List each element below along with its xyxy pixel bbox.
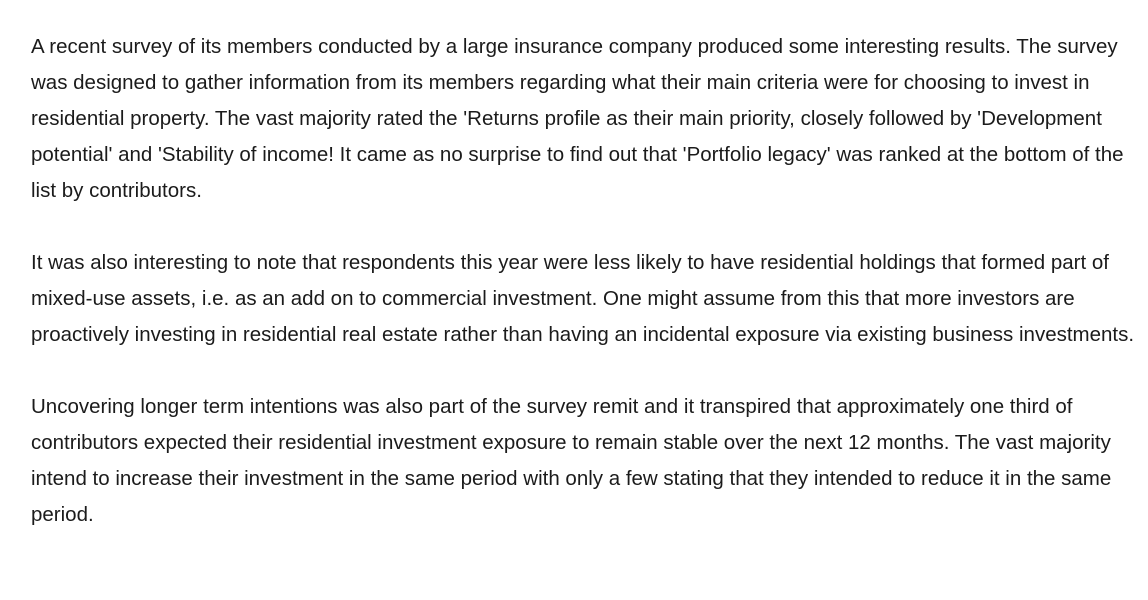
- paragraph-long-term-intentions: Uncovering longer term intentions was al…: [31, 395, 1112, 526]
- paragraph-survey-criteria: A recent survey of its members conducted…: [31, 35, 1124, 202]
- article-body: A recent survey of its members conducted…: [31, 29, 1136, 533]
- paragraph-mixed-use-assets: It was also interesting to note that res…: [31, 251, 1135, 346]
